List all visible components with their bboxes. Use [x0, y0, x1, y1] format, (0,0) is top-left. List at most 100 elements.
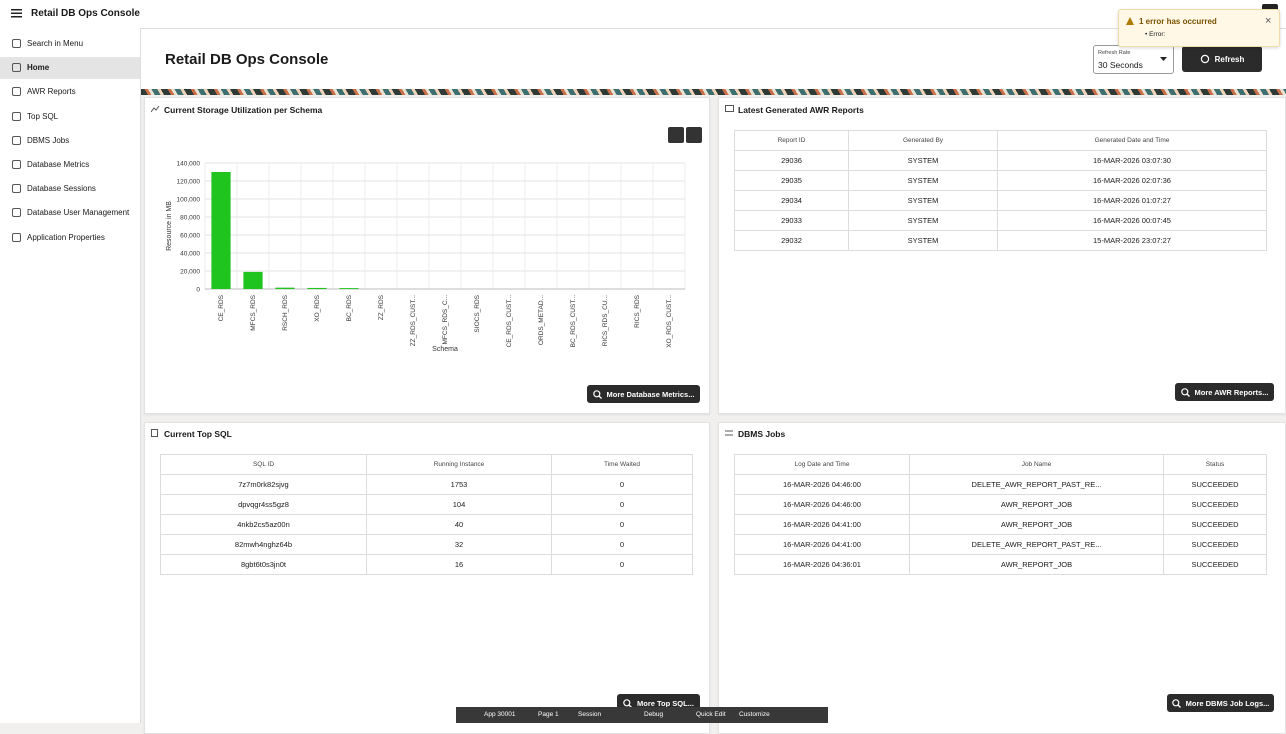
table-cell: 0 [551, 474, 693, 495]
table-cell: 29034 [734, 190, 849, 211]
x-tick-label: ZZ_RDS [378, 294, 385, 320]
column-header[interactable]: Report ID [734, 130, 849, 151]
chart-view-button[interactable] [668, 127, 684, 143]
table-cell: 16 [366, 554, 552, 575]
menu-toggle[interactable] [11, 9, 22, 18]
x-tick-label: BC_RDS_CUST... [570, 295, 577, 348]
x-tick-label: ZZ_RDS_CUST... [410, 295, 417, 346]
table-cell: 40 [366, 514, 552, 535]
column-header[interactable]: Status [1163, 454, 1267, 475]
page-title: Retail DB Ops Console [165, 51, 329, 68]
search-icon [592, 389, 602, 399]
table-cell: SUCCEEDED [1163, 514, 1267, 535]
card-icon [725, 105, 734, 112]
nav-label: Top SQL [27, 111, 59, 121]
more-button[interactable]: More Database Metrics... [587, 385, 700, 403]
card-title: Current Storage Utilization per Schema [164, 105, 323, 115]
refresh-button[interactable]: Refresh [1182, 46, 1262, 72]
bar [211, 172, 231, 289]
report-table: SQL ID Running Instance Time Waited 7z7m0rk… [160, 454, 693, 575]
x-tick-label: ORDS_METAD... [538, 295, 545, 345]
more-button[interactable]: More DBMS Job Logs... [1167, 694, 1274, 712]
nav-item[interactable]: Application Properties [0, 227, 140, 249]
nav-item[interactable]: Database Metrics [0, 154, 140, 176]
table-cell: 16-MAR-2026 04:41:00 [734, 534, 910, 555]
table-cell: 32 [366, 534, 552, 555]
column-header[interactable]: Log Date and Time [734, 454, 910, 475]
y-tick-label: 100,000 [177, 196, 201, 203]
x-tick-label: CE_RDS [218, 294, 225, 321]
table-cell: AWR_REPORT_JOB [909, 514, 1164, 535]
nav-item[interactable]: Database User Management [0, 202, 140, 224]
x-tick-label: CE_RDS_CUST... [506, 295, 513, 348]
x-tick-label: RSCH_RDS [282, 294, 289, 330]
table-cell: 8gbt6t0s3jn0t [160, 554, 367, 575]
toolbar-item[interactable]: Quick Edit [696, 711, 726, 718]
toolbar-item[interactable]: Session [578, 711, 602, 718]
column-header[interactable]: Time Waited [551, 454, 693, 475]
table-cell: SYSTEM [848, 190, 998, 211]
nav-icon [12, 63, 21, 73]
column-header[interactable]: Running Instance [366, 454, 552, 475]
nav-item[interactable]: Database Sessions [0, 178, 140, 200]
nav-icon [12, 184, 21, 194]
sidebar: Search in Menu Home AWR Reports Top SQL DBMS… [0, 28, 141, 723]
top-bar [0, 0, 1286, 29]
storage-card [144, 97, 710, 414]
button-label: More Top SQL... [637, 698, 694, 708]
table-row: 29035 SYSTEM 16-MAR-2026 02:07:36 [734, 170, 1267, 191]
toolbar-item[interactable]: Page 1 [538, 711, 559, 718]
table-cell: DELETE_AWR_REPORT_PAST_RE... [909, 534, 1164, 555]
table-row: 16-MAR-2026 04:41:00 DELETE_AWR_REPORT_PA… [734, 534, 1267, 555]
table-view-button[interactable] [686, 127, 702, 143]
nav-item[interactable]: Home [0, 57, 140, 80]
column-header[interactable]: SQL ID [160, 454, 367, 475]
y-tick-label: 60,000 [180, 232, 200, 239]
table-cell: 16-MAR-2026 04:41:00 [734, 514, 910, 535]
table-cell: 0 [551, 534, 693, 555]
error-title: 1 error has occurred [1139, 17, 1217, 26]
y-tick-label: 140,000 [177, 160, 201, 167]
y-tick-label: 120,000 [177, 178, 201, 185]
close-button[interactable]: × [1265, 15, 1272, 27]
toolbar-item[interactable]: App 30001 [484, 711, 516, 718]
table-cell: SYSTEM [848, 170, 998, 191]
table-cell: SUCCEEDED [1163, 554, 1267, 575]
error-notification: 1 error has occurred • Error: × [1118, 9, 1280, 47]
column-header[interactable]: Job Name [909, 454, 1164, 475]
table-cell: AWR_REPORT_JOB [909, 554, 1164, 575]
x-tick-label: SIOCS_RDS [474, 294, 481, 332]
table-cell: AWR_REPORT_JOB [909, 494, 1164, 515]
x-tick-label: BC_RDS [346, 294, 353, 321]
card-icon [151, 429, 158, 437]
table-cell: SYSTEM [848, 230, 998, 251]
bar-chart: 0 20,000 40,000 60,000 80,000 100,000 120,000 1… [166, 160, 686, 353]
refresh-select[interactable]: Refresh Rate 30 Seconds [1093, 45, 1174, 74]
y-tick-label: 40,000 [180, 250, 200, 257]
more-button[interactable]: More AWR Reports... [1175, 383, 1274, 401]
nav-item[interactable]: Search in Menu [0, 33, 140, 55]
table-cell: 16-MAR-2026 02:07:36 [997, 170, 1267, 191]
nav-label: Database Metrics [27, 160, 90, 169]
toolbar-item[interactable]: Customize [739, 711, 770, 718]
toolbar-item[interactable]: Debug [644, 711, 664, 718]
x-axis-title: Schema [432, 346, 458, 353]
column-header[interactable]: Generated By [848, 130, 998, 151]
nav-icon [12, 232, 21, 242]
select-value: 30 Seconds [1098, 60, 1143, 70]
bar [243, 271, 263, 289]
header-row: Log Date and Time Job Name Status [734, 454, 1267, 475]
table-cell: 0 [551, 494, 693, 515]
table-cell: 16-MAR-2026 00:07:45 [997, 210, 1267, 231]
nav-icon [12, 135, 21, 145]
table-cell: 29033 [734, 210, 849, 231]
nav-item[interactable]: Top SQL [0, 106, 140, 128]
column-header[interactable]: Generated Date and Time [997, 130, 1267, 151]
table-cell: SYSTEM [848, 150, 998, 171]
nav-item[interactable]: AWR Reports [0, 81, 140, 103]
header-row: Report ID Generated By Generated Date and … [734, 130, 1267, 151]
nav-item[interactable]: DBMS Jobs [0, 130, 140, 152]
x-tick-label: RICS_RDS_CU... [602, 295, 609, 346]
card-icon [725, 430, 733, 436]
